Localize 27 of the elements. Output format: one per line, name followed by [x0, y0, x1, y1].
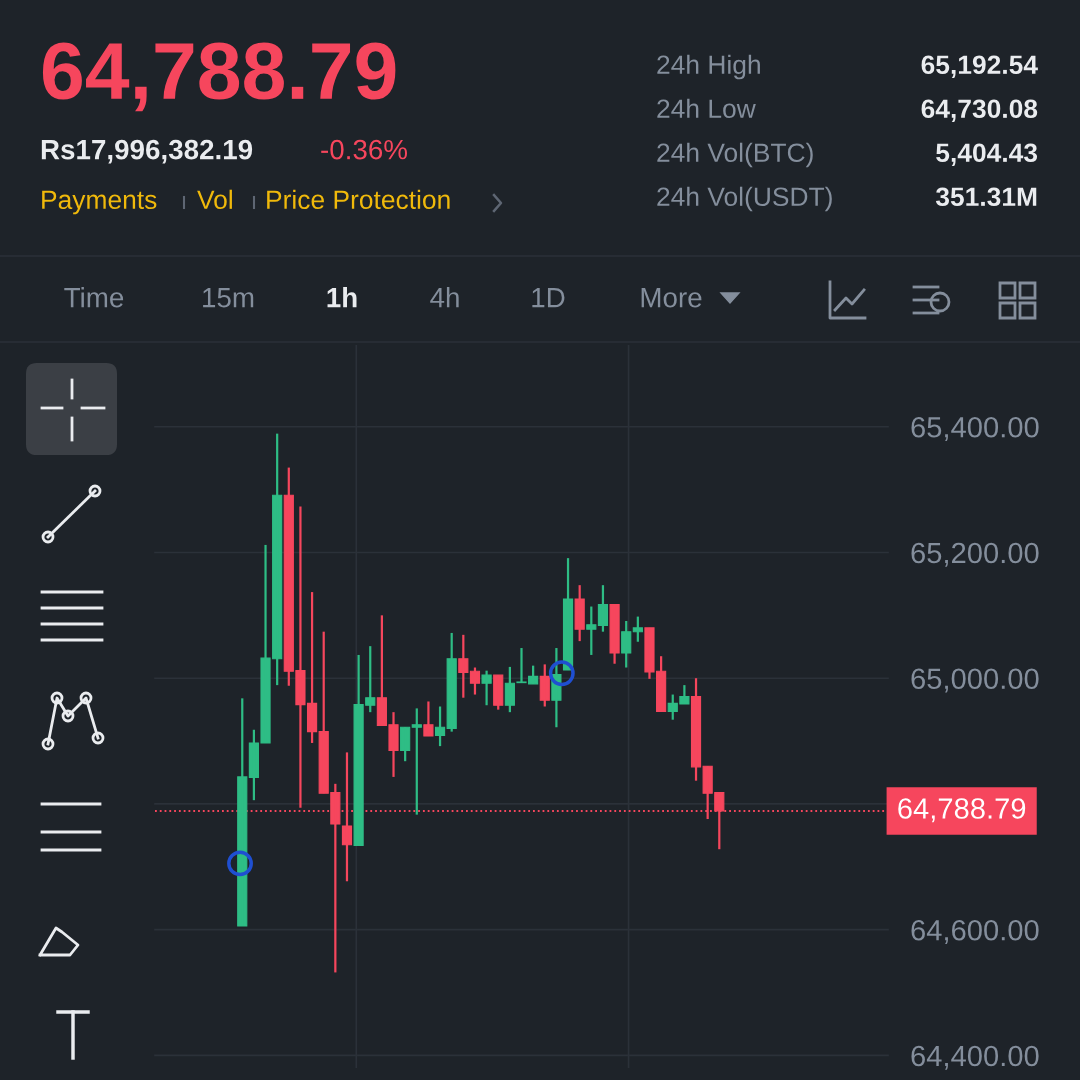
- text: 4h: [430, 287, 459, 308]
- text: Vol: [197, 189, 232, 210]
- text: More: [641, 288, 702, 308]
- y-tick-label: 64,400.00: [911, 1045, 1039, 1070]
- text: 15m: [203, 288, 254, 308]
- candlestick: [574, 584, 585, 643]
- text: 24h Vol(USDT): [657, 186, 832, 212]
- y-tick-label: 65,400.00: [911, 416, 1039, 442]
- ref-line-label: 64,788.79: [898, 798, 1026, 823]
- text: 64,730.08: [921, 99, 1038, 122]
- y-tick-label: 65,200.00: [911, 542, 1039, 567]
- text: Payments: [42, 190, 157, 215]
- y-tick-label: 64,600.00: [911, 919, 1039, 944]
- text: -0.36%: [321, 139, 408, 160]
- text: 351.31M: [935, 187, 1037, 207]
- y-tick-label: 65,000.00: [911, 668, 1039, 693]
- text: 65,192.54: [921, 55, 1038, 78]
- text: 64,788.79: [42, 42, 396, 112]
- text: 5,404.43: [936, 143, 1038, 166]
- text: 1h: [327, 287, 357, 308]
- text: 24h High: [657, 54, 760, 80]
- text: 1D: [532, 288, 565, 308]
- text: Price Protection: [267, 189, 450, 210]
- text: 24h Low: [657, 98, 756, 119]
- text: 24h Vol(BTC): [657, 142, 813, 168]
- text: Time: [64, 287, 124, 308]
- text: Rs17,996,382.19: [41, 139, 253, 164]
